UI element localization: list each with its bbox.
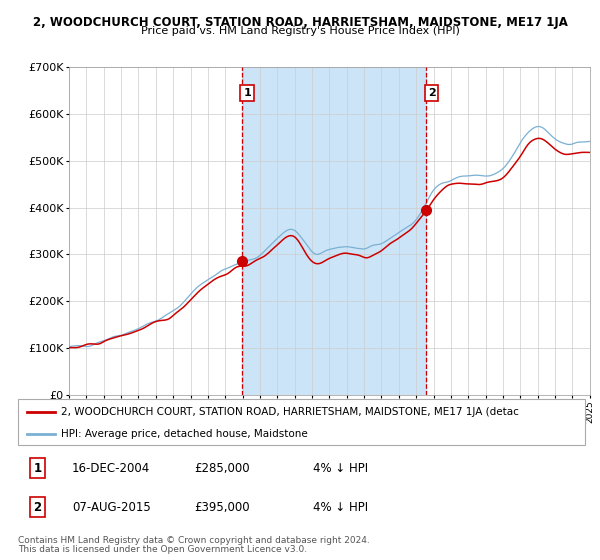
Text: 2, WOODCHURCH COURT, STATION ROAD, HARRIETSHAM, MAIDSTONE, ME17 1JA: 2, WOODCHURCH COURT, STATION ROAD, HARRI… [32, 16, 568, 29]
Text: 1: 1 [33, 461, 41, 474]
Text: 16-DEC-2004: 16-DEC-2004 [72, 461, 150, 474]
Text: Contains HM Land Registry data © Crown copyright and database right 2024.: Contains HM Land Registry data © Crown c… [18, 536, 370, 545]
Text: HPI: Average price, detached house, Maidstone: HPI: Average price, detached house, Maid… [61, 429, 307, 438]
Text: 2, WOODCHURCH COURT, STATION ROAD, HARRIETSHAM, MAIDSTONE, ME17 1JA (detac: 2, WOODCHURCH COURT, STATION ROAD, HARRI… [61, 407, 518, 417]
Text: 4% ↓ HPI: 4% ↓ HPI [313, 501, 368, 514]
Text: 07-AUG-2015: 07-AUG-2015 [72, 501, 151, 514]
Text: £285,000: £285,000 [194, 461, 250, 474]
Text: £395,000: £395,000 [194, 501, 250, 514]
Text: 4% ↓ HPI: 4% ↓ HPI [313, 461, 368, 474]
Text: 2: 2 [428, 88, 436, 98]
Bar [242, 67, 427, 395]
Text: 1: 1 [243, 88, 251, 98]
Text: This data is licensed under the Open Government Licence v3.0.: This data is licensed under the Open Gov… [18, 545, 307, 554]
Text: Price paid vs. HM Land Registry's House Price Index (HPI): Price paid vs. HM Land Registry's House … [140, 26, 460, 36]
FancyBboxPatch shape [18, 399, 585, 445]
Text: 2: 2 [33, 501, 41, 514]
